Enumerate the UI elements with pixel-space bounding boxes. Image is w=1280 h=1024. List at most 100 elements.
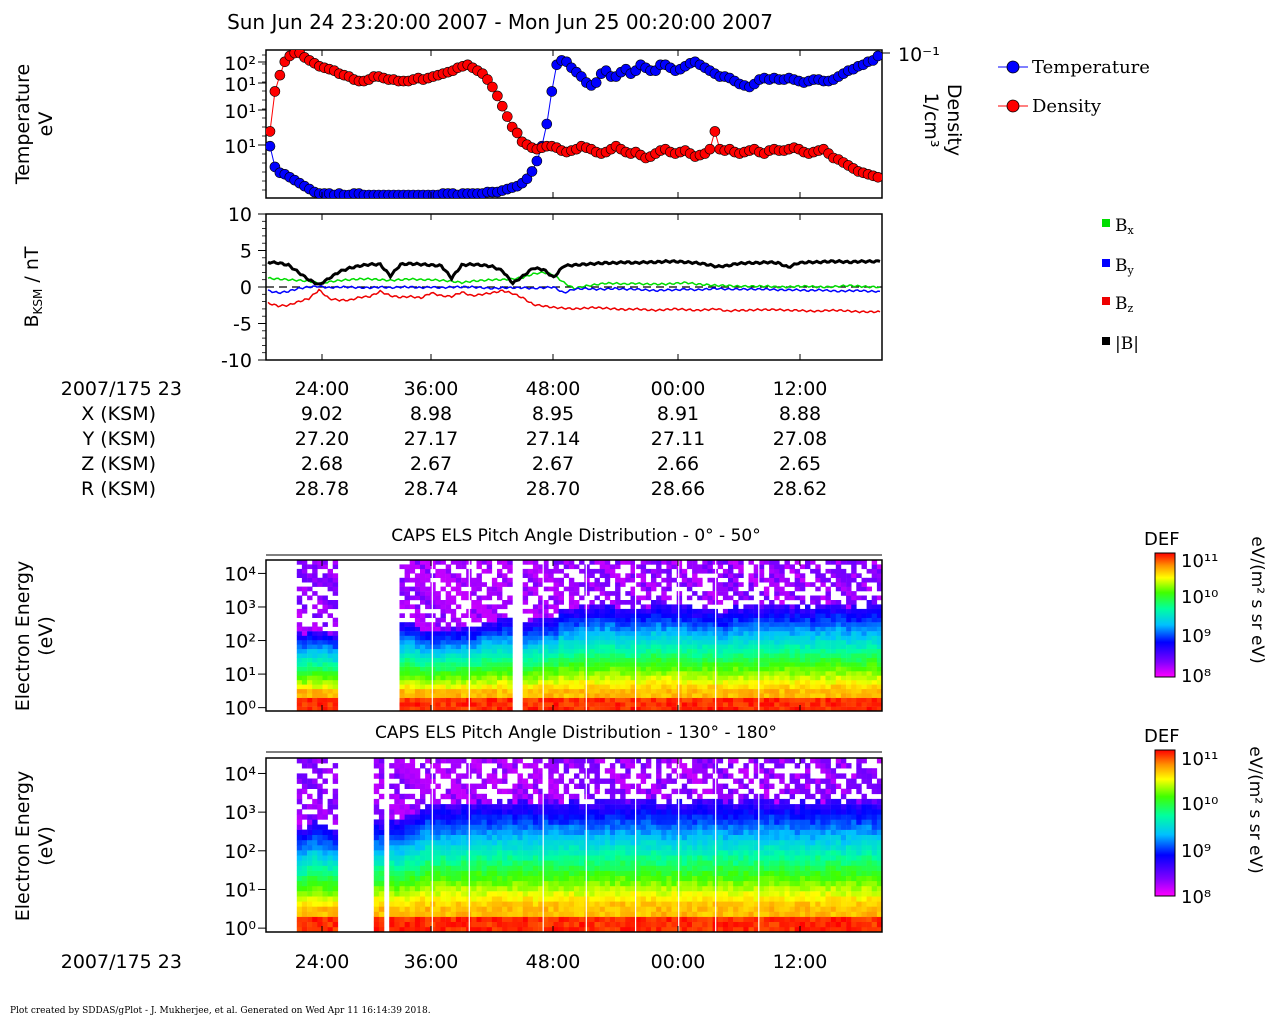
spectrogram-cell (558, 631, 564, 636)
spectrogram-cell (425, 855, 431, 861)
spectrogram-cell (676, 600, 683, 605)
spectrogram-cell (450, 809, 457, 815)
spectrogram-cell (553, 639, 559, 645)
spectrogram-cell (430, 891, 436, 897)
spectrogram-cell (296, 855, 303, 861)
spectrogram-cell (486, 688, 493, 694)
spectrogram-column (502, 560, 508, 711)
spectrogram-cell (445, 788, 452, 795)
spectrogram-cell (502, 911, 508, 917)
spectrogram-cell (805, 706, 811, 711)
spectrogram-cell (512, 865, 518, 871)
spectrogram-cell (640, 573, 647, 578)
spectrogram-column (507, 560, 513, 711)
spectrogram-cell (394, 763, 400, 769)
spectrogram-cell (799, 662, 806, 667)
spectrogram-cell (440, 684, 446, 690)
spectrogram-cell (810, 635, 816, 641)
spectrogram-cell (733, 639, 739, 645)
spectrogram-cell (789, 684, 795, 690)
spectrogram-cell (430, 855, 436, 861)
spectrogram-cell (671, 608, 677, 614)
spectrogram-cell (866, 568, 872, 574)
ephemeris-value: 27.17 (404, 428, 458, 450)
spectrogram-cell (686, 595, 693, 601)
spectrogram-cell (476, 860, 482, 866)
spectrogram-cell (846, 560, 852, 565)
spectrogram-cell (548, 657, 554, 663)
spectrogram-cell (486, 671, 493, 676)
spectrogram-cell (435, 595, 441, 601)
spectrogram-cell (317, 896, 323, 902)
spectrogram-cell (455, 706, 462, 711)
spectrogram-cell (856, 613, 862, 618)
spectrogram-cell (815, 644, 821, 650)
spectrogram-cell (553, 860, 559, 866)
spectrogram-cell (491, 855, 498, 861)
spectrogram-cell (686, 604, 693, 610)
spectrogram-cell (738, 657, 744, 663)
spectrogram-cell (769, 564, 775, 570)
spectrogram-cell (425, 622, 431, 627)
spectrogram-cell (301, 901, 308, 907)
spectrogram-cell (671, 635, 677, 641)
spectrogram-cell (502, 604, 508, 610)
spectrogram-cell (445, 657, 452, 663)
spectrogram-cell (825, 600, 831, 605)
spectrogram-cell (532, 763, 539, 769)
spectrogram-cell (835, 631, 842, 636)
spectrogram-cell (604, 608, 611, 614)
spectrogram-column (445, 564, 452, 711)
spectrogram-cell (558, 916, 564, 922)
spectrogram-cell (876, 662, 882, 667)
spectrogram-cell (651, 684, 657, 690)
spectrogram-cell (532, 809, 539, 815)
spectrogram-cell (548, 850, 554, 856)
ephemeris-value: 27.08 (773, 428, 827, 450)
spectrogram-cell (409, 829, 416, 835)
spectrogram-cell (779, 684, 785, 690)
spectrogram-cell (543, 891, 549, 897)
colorbar-tick: 10¹⁰ (1181, 587, 1218, 608)
spectrogram-cell (538, 702, 544, 707)
spectrogram-cell (866, 648, 872, 654)
spectrogram-cell (430, 706, 436, 711)
spectrogram-cell (789, 568, 795, 574)
spectrogram-cell (491, 591, 498, 596)
spectrogram-cell (676, 644, 683, 650)
spectrogram-cell (497, 906, 503, 912)
spectrogram-cell (527, 626, 534, 632)
spectrogram-cell (558, 568, 564, 574)
spectrogram-cell (317, 608, 323, 614)
spectrogram-cell (594, 693, 600, 698)
spectrogram-cell (307, 875, 313, 882)
spectrogram-cell (866, 617, 872, 623)
spectrogram-cell (445, 814, 452, 820)
spectrogram-cell (332, 819, 339, 825)
spectrogram-cell (502, 778, 508, 784)
spectrogram-cell (876, 595, 882, 601)
spectrogram-cell (553, 657, 559, 663)
spectrogram-cell (522, 824, 529, 830)
spectrogram-cell (481, 604, 487, 610)
spectrogram-cell (779, 688, 785, 694)
spectrogram-cell (876, 706, 882, 711)
spectrogram-cell (568, 595, 575, 601)
spectrogram-cell (378, 850, 385, 856)
spectrogram-cell (430, 850, 436, 856)
spectrogram-cell (609, 622, 616, 627)
spectrogram-cell (497, 639, 503, 645)
spectrogram-cell (497, 648, 503, 654)
spectrogram-cell (799, 564, 806, 570)
spectrogram-cell (866, 666, 872, 672)
spectrogram-cell (805, 679, 811, 685)
spectrogram-cell (666, 564, 672, 570)
spectrogram-cell (332, 793, 339, 800)
spectrogram-cell (497, 891, 503, 897)
spectrogram-cell (543, 560, 549, 565)
spectrogram-cell (420, 896, 426, 902)
spectrogram-cell (645, 657, 652, 663)
spectrogram-column (753, 564, 760, 711)
spectrogram-cell (322, 814, 328, 820)
spectrogram-cell (769, 697, 775, 703)
